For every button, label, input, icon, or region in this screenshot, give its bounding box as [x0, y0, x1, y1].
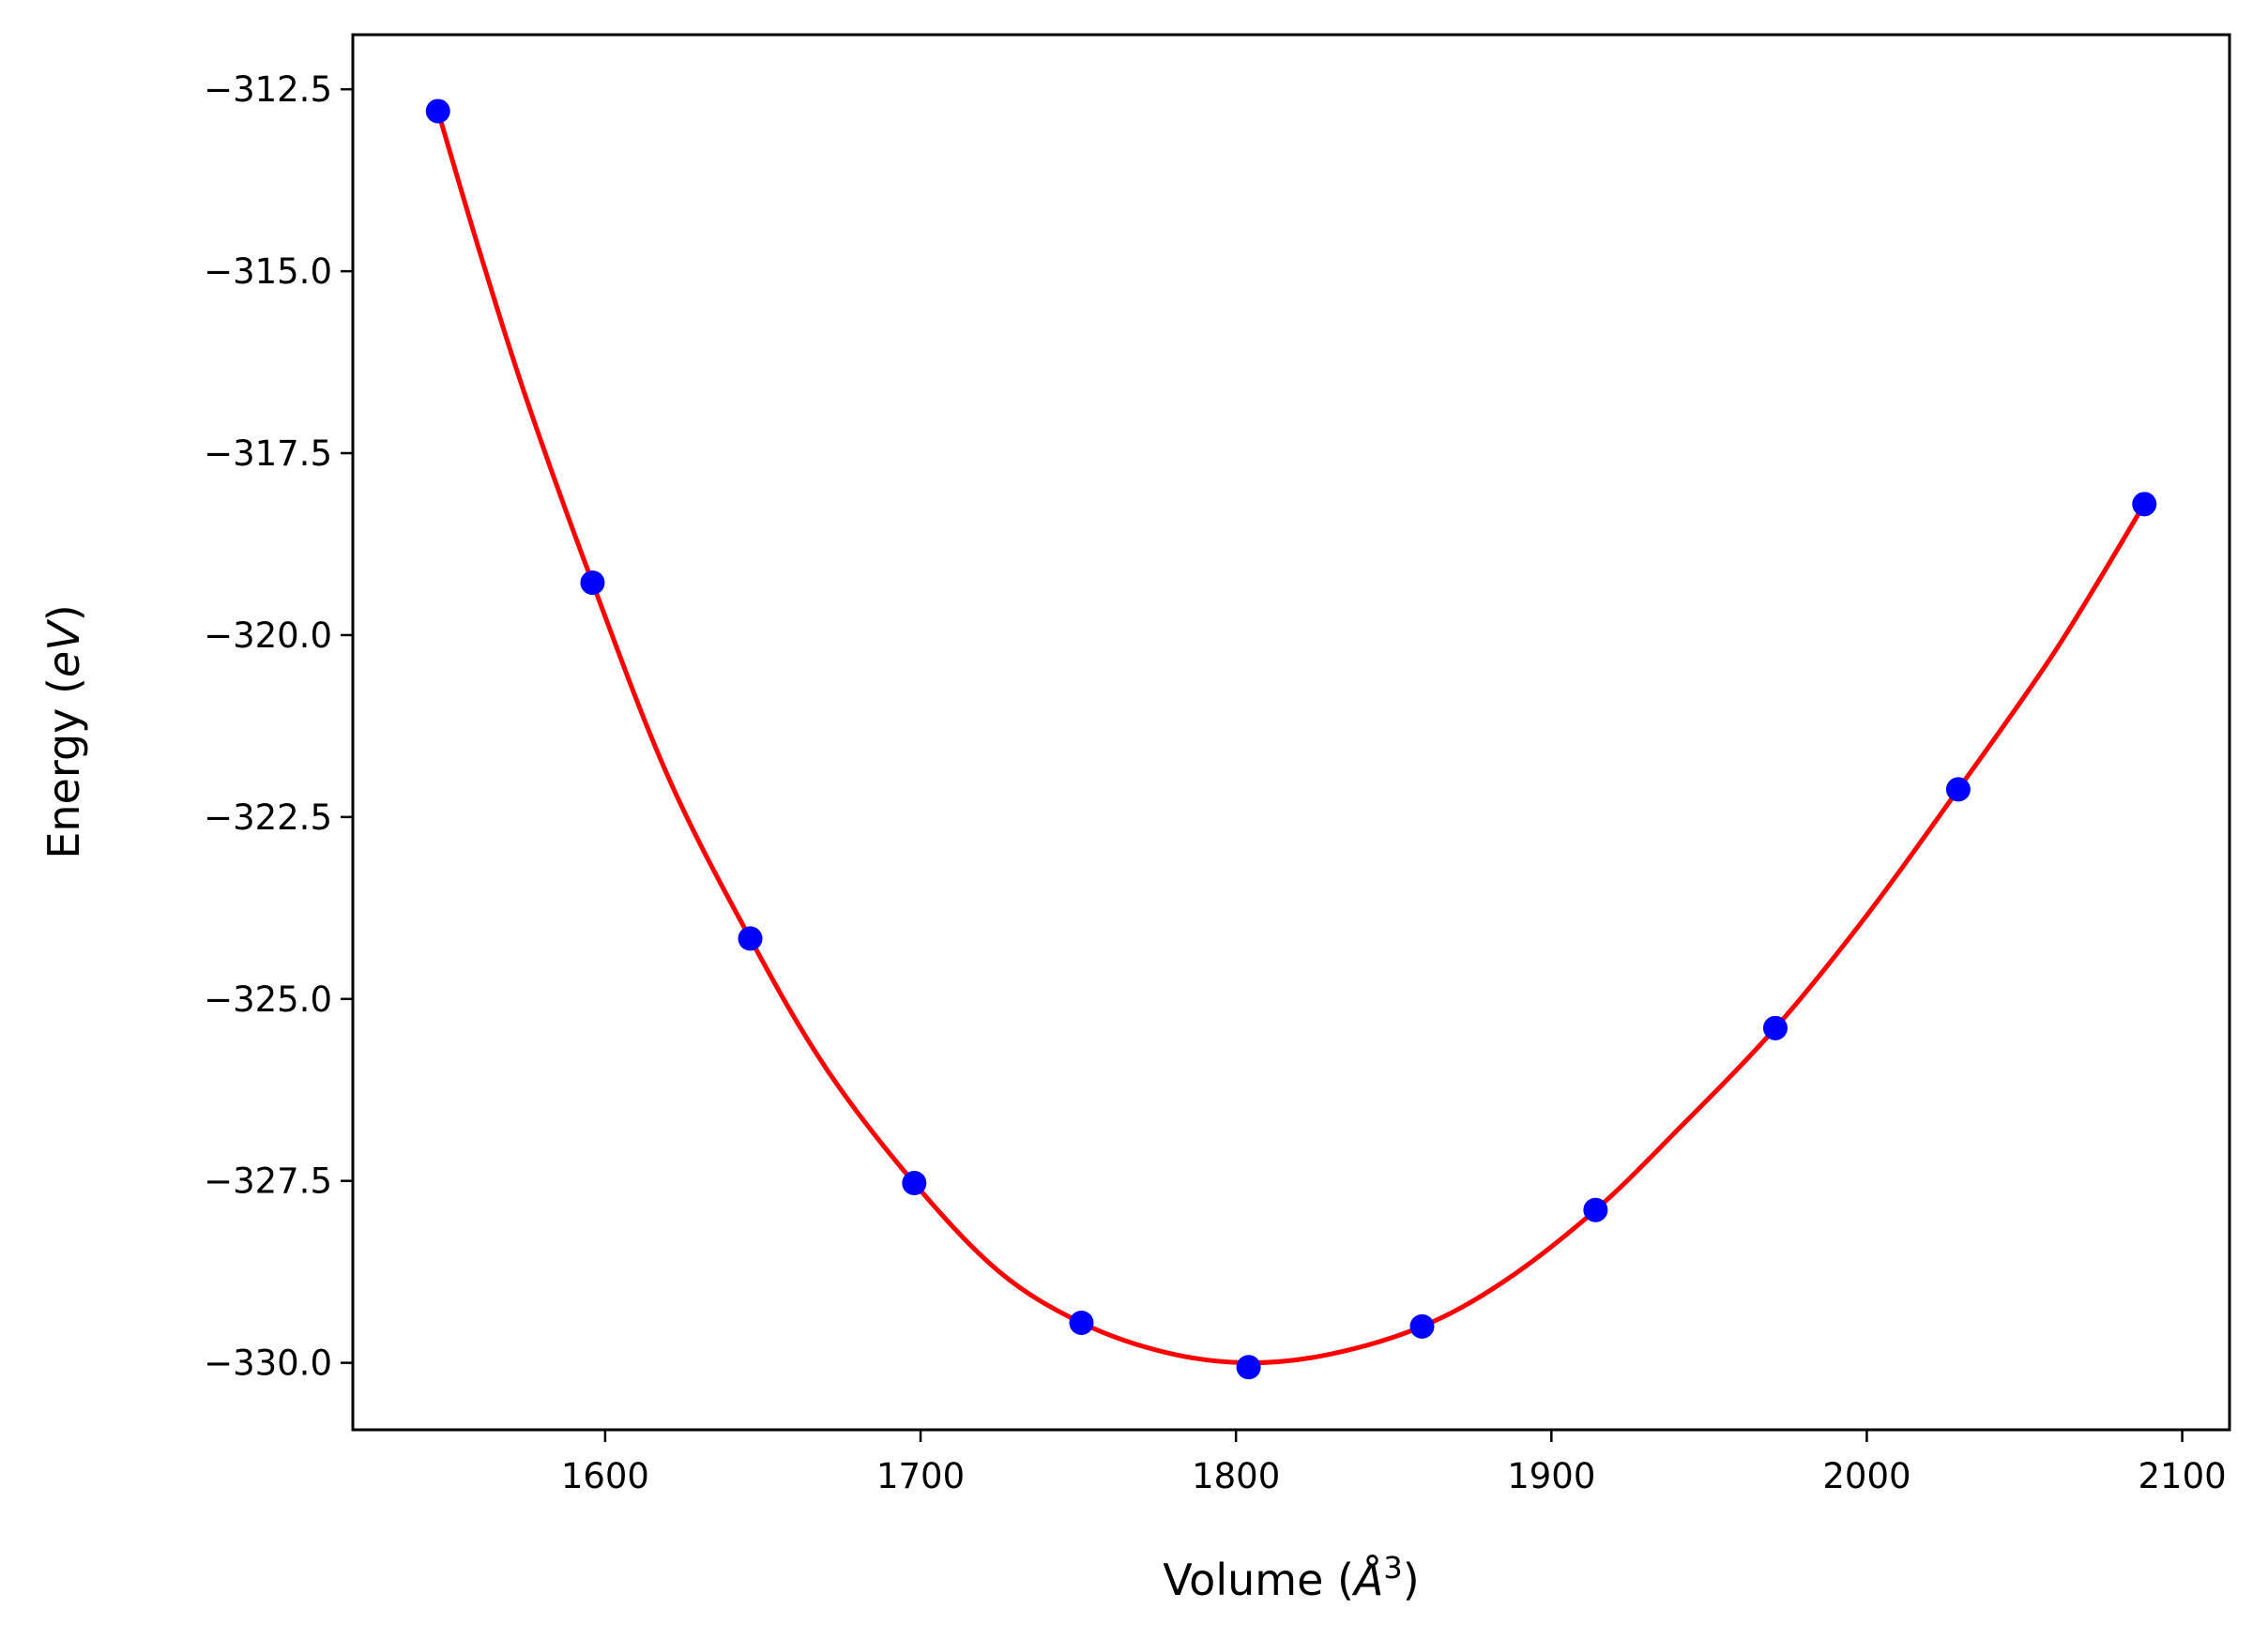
data-point [2132, 492, 2157, 517]
data-point [738, 926, 763, 951]
plot-area [425, 99, 2157, 1380]
x-axis-label: Volume (Å3) [1163, 1550, 1419, 1605]
data-point [580, 570, 605, 596]
y-tick-label: −320.0 [204, 615, 332, 656]
x-tick-label: 1800 [1192, 1456, 1280, 1496]
y-tick-label: −312.5 [204, 69, 332, 110]
y-axis-label: Energy (eV) [38, 604, 89, 858]
x-tick-label: 2000 [1822, 1456, 1910, 1496]
y-tick-label: −315.0 [204, 251, 332, 292]
data-point [1762, 1015, 1788, 1040]
x-tick-label: 1700 [876, 1456, 965, 1496]
data-point [1945, 777, 1971, 802]
data-point [425, 99, 450, 124]
y-tick-label: −322.5 [204, 797, 332, 838]
y-tick-label: −325.0 [204, 979, 332, 1020]
data-point [1236, 1355, 1261, 1380]
y-axis: −312.5 −315.0 −317.5 −320.0 −322.5 −325.0 −327… [204, 69, 353, 1384]
fit-curve-line [435, 110, 2147, 1366]
data-point [1409, 1313, 1435, 1339]
data-point [1583, 1197, 1608, 1222]
y-tick-label: −317.5 [204, 433, 332, 474]
x-tick-label: 1900 [1507, 1456, 1595, 1496]
data-point [902, 1171, 927, 1196]
x-tick-label: 2100 [2138, 1456, 2226, 1496]
plot-frame [351, 33, 2231, 1432]
y-tick-label: −330.0 [204, 1343, 332, 1384]
y-tick-label: −327.5 [204, 1161, 332, 1202]
x-tick-label: 1600 [561, 1456, 649, 1496]
x-axis: 1600 1700 1800 1900 2000 2100 [561, 1430, 2227, 1496]
data-point [1069, 1310, 1094, 1335]
